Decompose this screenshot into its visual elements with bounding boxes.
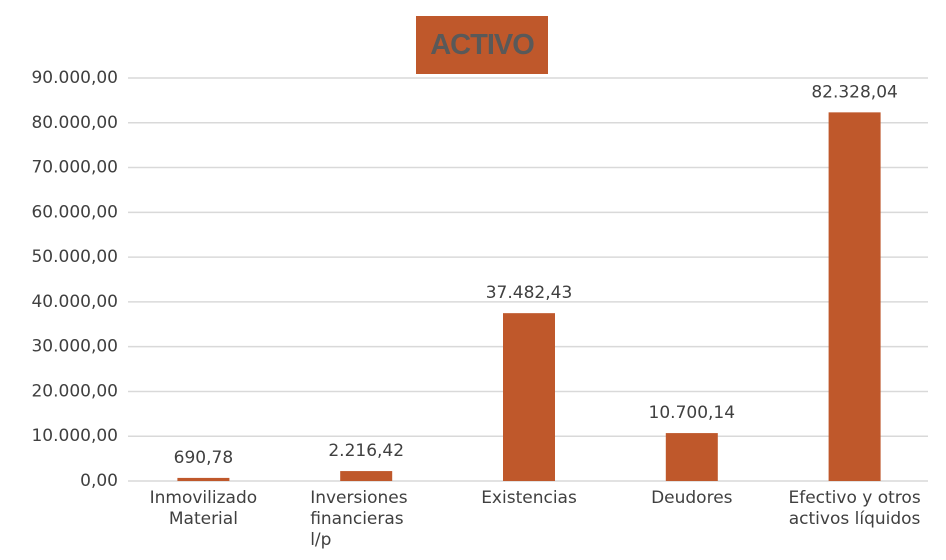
bar bbox=[665, 433, 718, 481]
y-tick-label: 30.000,00 bbox=[31, 337, 118, 357]
bar bbox=[828, 112, 881, 481]
y-tick-label: 0,00 bbox=[80, 471, 118, 491]
data-label: 37.482,43 bbox=[486, 283, 573, 303]
y-tick-label: 40.000,00 bbox=[31, 292, 118, 312]
bar bbox=[340, 471, 393, 481]
y-tick-label: 50.000,00 bbox=[31, 247, 118, 267]
x-tick-label: Existencias bbox=[481, 488, 577, 508]
data-label: 2.216,42 bbox=[328, 441, 404, 461]
x-tick-label: Efectivo y otros activos líquidos bbox=[788, 488, 921, 529]
data-label: 82.328,04 bbox=[811, 82, 898, 102]
y-tick-label: 10.000,00 bbox=[31, 426, 118, 446]
bar bbox=[503, 313, 555, 481]
bar bbox=[177, 477, 230, 481]
y-tick-label: 70.000,00 bbox=[31, 158, 118, 178]
y-tick-label: 60.000,00 bbox=[31, 202, 118, 222]
x-tick-label: Inversiones financieras l/p bbox=[310, 488, 408, 550]
data-label: 10.700,14 bbox=[649, 403, 736, 423]
x-tick-label: Inmovilizado Material bbox=[149, 488, 258, 529]
x-tick-label: Deudores bbox=[651, 488, 733, 508]
y-tick-label: 20.000,00 bbox=[31, 381, 118, 401]
data-label: 690,78 bbox=[174, 448, 233, 468]
chart-title: ACTIVO bbox=[416, 16, 548, 74]
y-tick-label: 80.000,00 bbox=[31, 113, 118, 133]
y-tick-label: 90.000,00 bbox=[31, 68, 118, 88]
